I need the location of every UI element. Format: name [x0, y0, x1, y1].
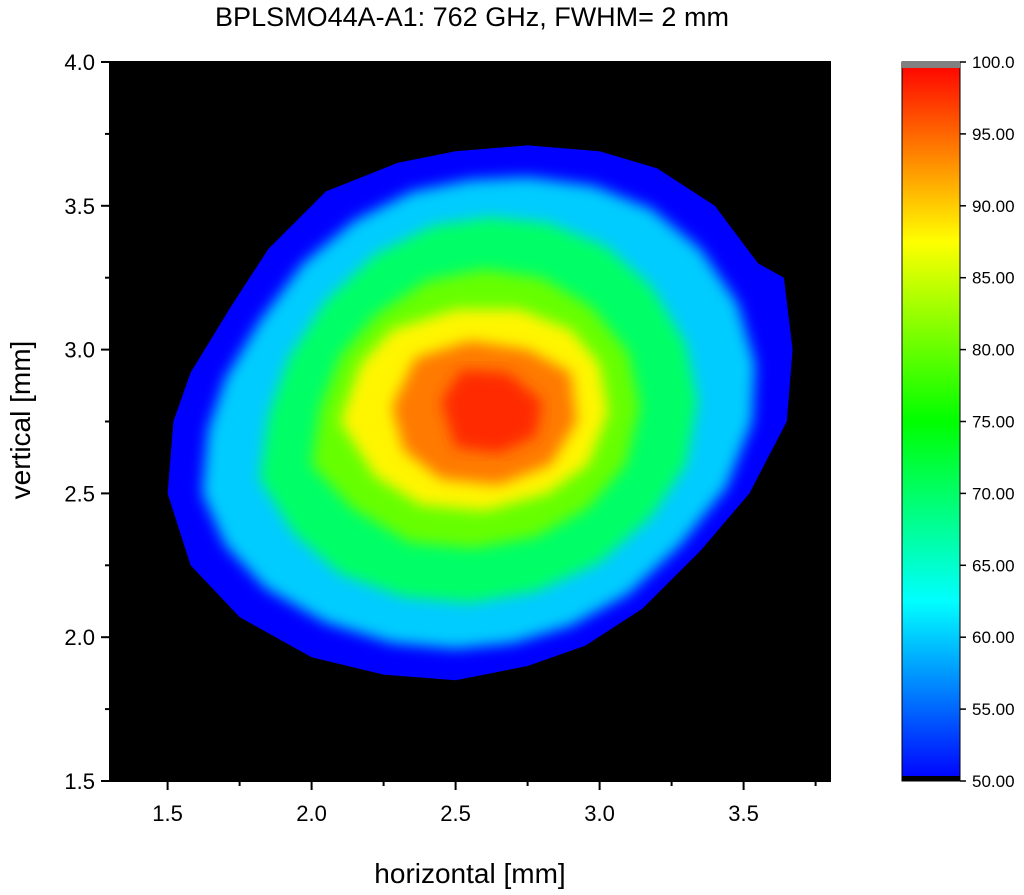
colorbar-tick-label: 55.00	[972, 700, 1015, 719]
chart-title: BPLSMO44A-A1: 762 GHz, FWHM= 2 mm	[215, 2, 729, 32]
x-tick-label: 2.5	[440, 801, 471, 826]
axes: 1.5 2.0 2.5 3.0 3.5 1.5 2.0 2.5 3.0 3.5 4.0	[64, 50, 831, 826]
y-tick-label: 2.0	[64, 625, 95, 650]
colorbar-tick-label: 60.00	[972, 628, 1015, 647]
colorbar-bar	[901, 61, 961, 782]
y-tick-label: 1.5	[64, 769, 95, 794]
y-tick-label: 2.5	[64, 481, 95, 506]
colorbar-tick-label: 70.00	[972, 484, 1015, 503]
contour-layer	[167, 145, 793, 681]
colorbar-tick-label: 50.00	[972, 772, 1015, 791]
colorbar-over-swatch	[902, 62, 960, 68]
y-tick-label: 3.5	[64, 194, 95, 219]
contour-band	[441, 369, 542, 454]
colorbar-under-swatch	[902, 776, 960, 781]
colorbar-tick-label: 65.00	[972, 556, 1015, 575]
colorbar-tick-label: 75.00	[972, 413, 1015, 432]
x-axis-label: horizontal [mm]	[374, 858, 565, 889]
colorbar-tick-label: 90.00	[972, 197, 1015, 216]
x-tick-label: 2.0	[296, 801, 327, 826]
colorbar-tick-label: 85.00	[972, 269, 1015, 288]
colorbar: 50.00 55.00 60.00 65.00 70.00 75.00 80.00 85.00…	[901, 53, 1015, 791]
colorbar-tick-label: 95.00	[972, 125, 1015, 144]
x-tick-label: 1.5	[152, 801, 183, 826]
colorbar-tick-label: 100.0	[972, 53, 1015, 72]
y-tick-label: 4.0	[64, 50, 95, 75]
y-tick-label: 3.0	[64, 338, 95, 363]
colorbar-tick-label: 80.00	[972, 341, 1015, 360]
x-tick-label: 3.0	[584, 801, 615, 826]
x-tick-label: 3.5	[728, 801, 759, 826]
y-axis-label: vertical [mm]	[5, 341, 36, 500]
